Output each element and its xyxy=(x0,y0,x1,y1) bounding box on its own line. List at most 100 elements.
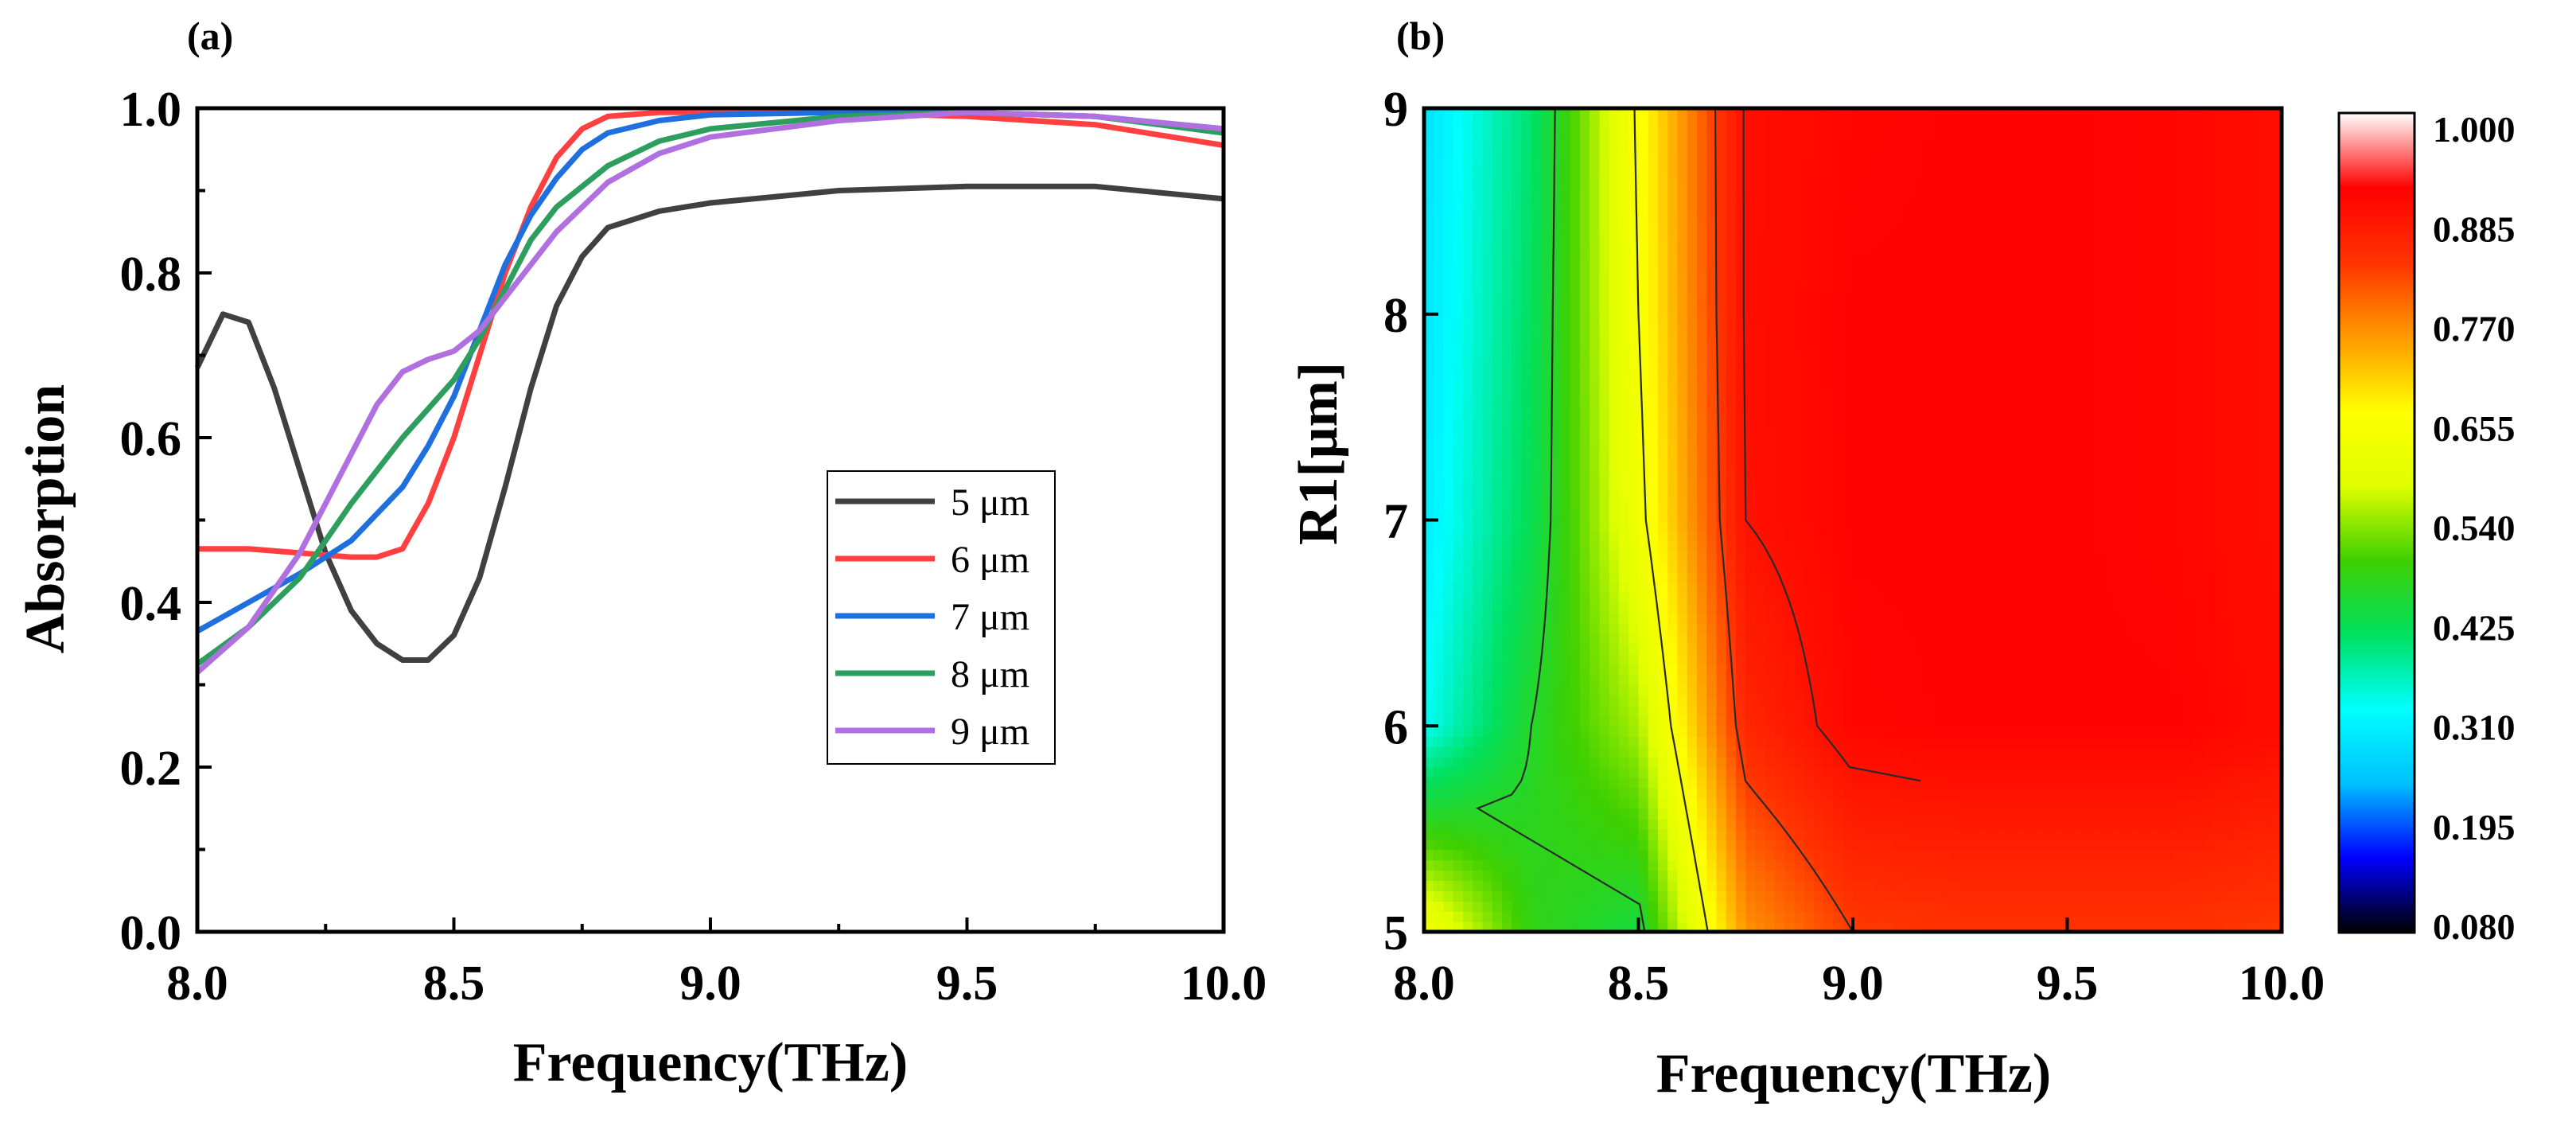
heatmap-cell xyxy=(1648,540,1659,552)
heatmap-cell xyxy=(1424,664,1435,676)
heatmap-cell xyxy=(1950,509,1961,521)
heatmap-cell xyxy=(1473,705,1484,717)
heatmap-cell xyxy=(1794,777,1805,789)
heatmap-cell xyxy=(1989,407,2000,418)
heatmap-cell xyxy=(1443,242,1454,253)
heatmap-cell xyxy=(1687,355,1698,367)
heatmap-cell xyxy=(2009,118,2020,130)
heatmap-cell xyxy=(1492,643,1503,655)
heatmap-cell xyxy=(1950,252,1961,263)
heatmap-cell xyxy=(1628,911,1640,922)
heatmap-cell xyxy=(1551,828,1562,840)
heatmap-cell xyxy=(1482,921,1493,933)
heatmap-cell xyxy=(1775,849,1786,861)
heatmap-cell xyxy=(1677,828,1688,840)
heatmap-cell xyxy=(1658,849,1669,861)
heatmap-cell xyxy=(1521,911,1532,922)
heatmap-cell xyxy=(1892,901,1903,912)
heatmap-cell xyxy=(1775,664,1786,676)
heatmap-cell xyxy=(1823,314,1835,325)
heatmap-cell xyxy=(1892,458,1903,469)
heatmap-cell xyxy=(1745,221,1757,233)
heatmap-cell xyxy=(1784,901,1796,912)
heatmap-cell xyxy=(1784,612,1796,624)
heatmap-cell xyxy=(1687,540,1698,552)
heatmap-cell xyxy=(1959,767,1971,778)
heatmap-cell xyxy=(2009,921,2020,933)
heatmap-cell xyxy=(1716,746,1727,758)
heatmap-cell xyxy=(1989,849,2000,861)
heatmap-cell xyxy=(1736,880,1747,892)
heatmap-cell xyxy=(1911,201,1922,212)
heatmap-cell xyxy=(1901,427,1913,438)
heatmap-cell xyxy=(1619,849,1630,861)
heatmap-cell xyxy=(1463,695,1474,707)
heatmap-cell xyxy=(1619,777,1630,789)
heatmap-cell xyxy=(1628,797,1640,809)
heatmap-cell xyxy=(1872,334,1883,346)
heatmap-cell xyxy=(1512,736,1523,747)
heatmap-cell xyxy=(1697,128,1708,140)
heatmap-cell xyxy=(1726,458,1737,469)
heatmap-cell xyxy=(1862,797,1874,809)
heatmap-cell xyxy=(1833,169,1844,181)
heatmap-cell xyxy=(1716,282,1727,294)
heatmap-cell xyxy=(1920,622,1932,634)
heatmap-cell xyxy=(1658,386,1669,398)
heatmap-cell xyxy=(1901,355,1913,367)
heatmap-cell xyxy=(1814,478,1825,490)
heatmap-cell xyxy=(1648,232,1659,243)
heatmap-cell xyxy=(1950,602,1961,614)
heatmap-cell xyxy=(1755,921,1766,933)
heatmap-cell xyxy=(1443,561,1454,572)
heatmap-cell xyxy=(2018,787,2029,799)
heatmap-cell xyxy=(1560,664,1571,676)
heatmap-cell xyxy=(1784,396,1796,407)
heatmap-cell xyxy=(1794,746,1805,758)
heatmap-cell xyxy=(1998,376,2010,388)
heatmap-cell xyxy=(1755,396,1766,407)
heatmap-cell xyxy=(1570,221,1581,233)
heatmap-cell xyxy=(1794,138,1805,150)
heatmap-cell xyxy=(1970,859,1981,871)
heatmap-cell xyxy=(1814,797,1825,809)
heatmap-cell xyxy=(1862,407,1874,418)
heatmap-cell xyxy=(1521,282,1532,294)
heatmap-cell xyxy=(1959,242,1971,253)
heatmap-cell xyxy=(1765,509,1776,521)
heatmap-cell xyxy=(1736,293,1747,305)
heatmap-cell xyxy=(1697,797,1708,809)
heatmap-cell xyxy=(1833,705,1844,717)
heatmap-cell xyxy=(1823,653,1835,665)
heatmap-cell xyxy=(1726,252,1737,263)
heatmap-cell xyxy=(1901,870,1913,882)
heatmap-cell xyxy=(1853,232,1864,243)
heatmap-cell xyxy=(1531,911,1542,922)
heatmap-cell xyxy=(1765,128,1776,140)
heatmap-cell xyxy=(1843,901,1854,912)
heatmap-cell xyxy=(1862,828,1874,840)
heatmap-cell xyxy=(1590,746,1601,758)
heatmap-cell xyxy=(1794,190,1805,202)
heatmap-cell xyxy=(2009,592,2020,603)
heatmap-cell xyxy=(1482,726,1493,737)
heatmap-cell xyxy=(1979,128,1990,140)
heatmap-cell xyxy=(1502,746,1513,758)
heatmap-cell xyxy=(1843,643,1854,655)
heatmap-cell xyxy=(1726,746,1737,758)
heatmap-cell xyxy=(1551,890,1562,902)
heatmap-cell xyxy=(1794,108,1805,119)
heatmap-cell xyxy=(1920,118,1932,130)
heatmap-cell xyxy=(1920,263,1932,274)
heatmap-cell xyxy=(1833,828,1844,840)
heatmap-cell xyxy=(1619,314,1630,325)
heatmap-cell xyxy=(1775,530,1786,542)
heatmap-cell xyxy=(1940,828,1951,840)
heatmap-cell xyxy=(1706,201,1718,212)
heatmap-cell xyxy=(1628,612,1640,624)
heatmap-cell xyxy=(1424,138,1435,150)
heatmap-cell xyxy=(1726,489,1737,501)
heatmap-cell xyxy=(1872,128,1883,140)
heatmap-cell xyxy=(1570,561,1581,572)
heatmap-cell xyxy=(1443,705,1454,717)
